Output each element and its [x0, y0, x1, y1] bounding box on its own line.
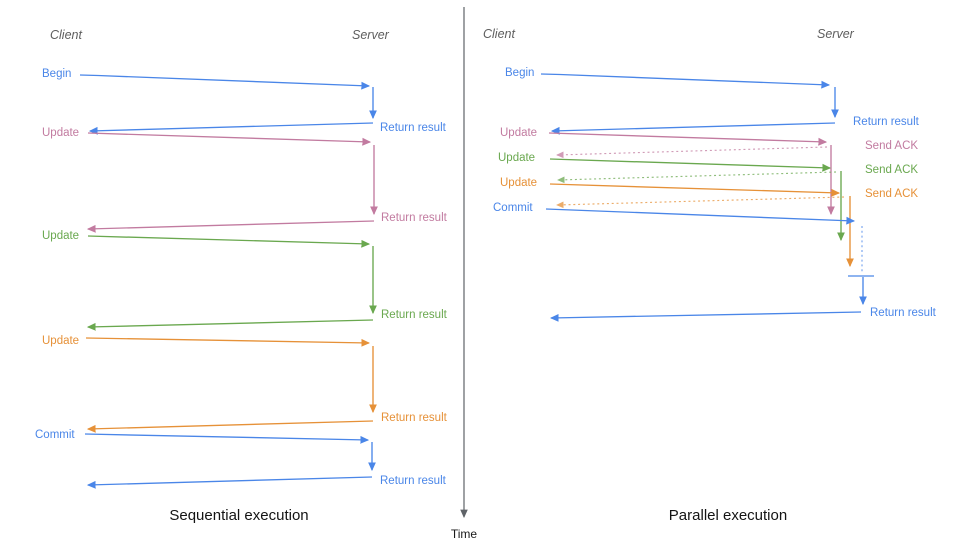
sequential-commit-label: Commit — [35, 429, 75, 441]
parallel-op-update-1: Update Send ACK — [500, 127, 918, 216]
parallel-op-commit: Commit Return result — [493, 202, 937, 322]
parallel-update2-label: Update — [498, 152, 535, 164]
parallel-update3-label: Update — [500, 177, 537, 189]
parallel-commit-response-label: Return result — [870, 307, 937, 319]
sequential-op-begin: Begin Return result — [42, 68, 447, 135]
parallel-op-update-3: Update Send ACK — [500, 177, 918, 268]
parallel-update2-request-arrow — [549, 158, 832, 172]
sequential-commit-return-arrow — [86, 476, 373, 489]
sequential-begin-label: Begin — [42, 68, 71, 80]
parallel-begin-label: Begin — [505, 67, 534, 79]
sequential-update3-label: Update — [42, 335, 79, 347]
parallel-op-update-2: Update Send ACK — [498, 152, 918, 242]
sequential-update1-response-label: Return result — [381, 212, 448, 224]
parallel-update3-response-label: Send ACK — [865, 188, 918, 200]
sequential-update3-response-label: Return result — [381, 412, 448, 424]
sequential-op-commit: Commit Return result — [35, 429, 447, 489]
sequential-op-update-3: Update Return result — [42, 335, 448, 433]
parallel-caption: Parallel execution — [669, 507, 787, 524]
sequential-update1-request-arrow — [87, 132, 372, 146]
parallel-update2-ack-arrow — [557, 171, 837, 184]
sequential-begin-return-arrow — [88, 122, 374, 135]
parallel-update1-label: Update — [500, 127, 537, 139]
parallel-update3-ack-arrow — [556, 196, 845, 209]
sequential-update1-label: Update — [42, 127, 79, 139]
sequential-client-header: Client — [50, 28, 82, 42]
time-axis-label: Time — [451, 527, 478, 540]
sequential-server-header: Server — [352, 28, 390, 42]
parallel-begin-response-label: Return result — [853, 116, 920, 128]
sequential-commit-response-label: Return result — [380, 475, 447, 487]
sequential-update3-request-arrow — [85, 337, 371, 347]
sequential-update2-response-label: Return result — [381, 309, 448, 321]
sequential-caption: Sequential execution — [169, 507, 308, 524]
sequential-update2-return-arrow — [86, 319, 374, 331]
sequential-panel: Client Server Begin Return result Update… — [35, 28, 448, 524]
parallel-op-begin: Begin Return result — [505, 67, 920, 135]
sequential-op-update-1: Update Return result — [42, 127, 448, 233]
parallel-update2-response-label: Send ACK — [865, 164, 918, 176]
sequential-commit-request-arrow — [84, 433, 370, 444]
parallel-commit-return-arrow — [549, 311, 862, 322]
parallel-begin-request-arrow — [540, 73, 831, 89]
parallel-panel: Client Server Begin Return result Update… — [483, 27, 937, 524]
parallel-update1-ack-arrow — [556, 146, 828, 159]
parallel-server-header: Server — [817, 27, 855, 41]
sequential-update1-return-arrow — [86, 220, 375, 233]
parallel-commit-label: Commit — [493, 202, 533, 214]
parallel-client-header: Client — [483, 27, 515, 41]
sequential-update3-return-arrow — [86, 420, 374, 433]
sequential-op-update-2: Update Return result — [42, 230, 448, 331]
parallel-commit-request-arrow — [545, 208, 856, 225]
sequential-begin-response-label: Return result — [380, 122, 447, 134]
parallel-begin-return-arrow — [550, 122, 836, 135]
time-axis: Time — [451, 7, 478, 540]
sequential-update2-request-arrow — [87, 235, 371, 248]
sequential-update2-label: Update — [42, 230, 79, 242]
parallel-update1-response-label: Send ACK — [865, 140, 918, 152]
parallel-update3-request-arrow — [549, 183, 841, 197]
sequential-begin-request-arrow — [79, 74, 371, 90]
parallel-update1-request-arrow — [548, 132, 828, 146]
